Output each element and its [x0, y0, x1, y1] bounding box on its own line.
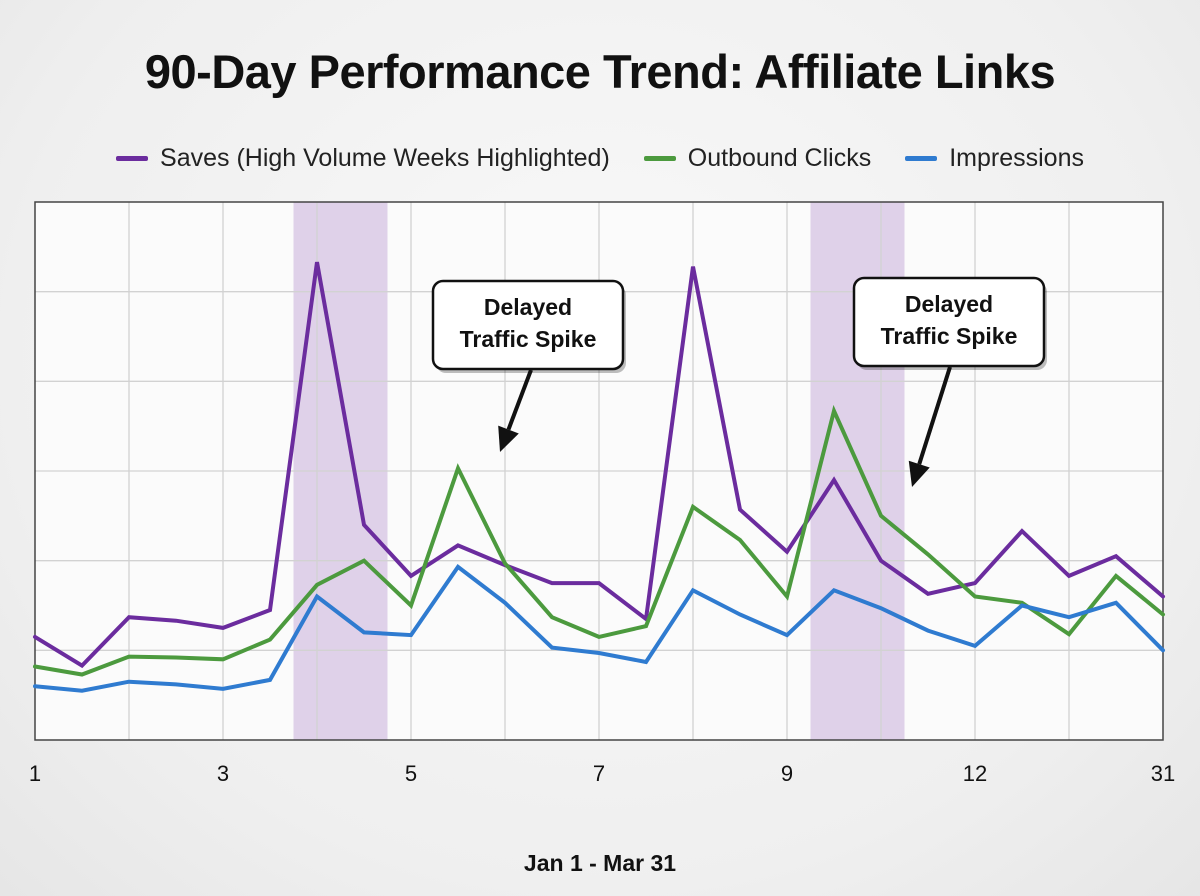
series-line-saves	[33, 261, 1165, 669]
annotation-box	[852, 276, 1046, 368]
legend-swatch-impressions	[905, 156, 938, 161]
x-tick-label: 12	[963, 761, 987, 786]
legend-label-outbound-clicks: Outbound Clicks	[687, 144, 872, 172]
annotation-box	[431, 279, 625, 371]
annotation-arrow-head	[908, 460, 930, 487]
x-tick-label: 7	[593, 761, 605, 786]
annotation-text: Traffic Spike	[881, 323, 1018, 349]
legend-label-impressions: Impressions	[949, 144, 1084, 172]
legend-swatch-saves	[116, 156, 149, 161]
x-axis-label: Jan 1 - Mar 31	[523, 850, 677, 876]
series-line-outbound	[33, 404, 1165, 677]
annotation-text: Delayed	[484, 294, 572, 320]
annotation-arrow-shaft	[506, 369, 533, 431]
legend-item-saves: Saves (High Volume Weeks Highlighted)	[116, 144, 610, 173]
x-tick-label: 5	[405, 761, 417, 786]
plot-border	[34, 201, 1164, 741]
legend-swatch-outbound-clicks	[643, 156, 676, 161]
legend-label-saves: Saves (High Volume Weeks Highlighted)	[160, 144, 610, 172]
x-tick-label: 1	[29, 761, 41, 786]
annotation-text: Traffic Spike	[460, 326, 597, 352]
legend-item-impressions: Impressions	[905, 144, 1084, 173]
x-tick-label: 9	[781, 761, 793, 786]
x-tick-label: 3	[217, 761, 229, 786]
chart-title: 90-Day Performance Trend: Affiliate Link…	[144, 45, 1056, 98]
x-tick-label: 31	[1151, 761, 1175, 786]
legend: Saves (High Volume Weeks Highlighted) Ou…	[0, 144, 1200, 173]
legend-item-outbound-clicks: Outbound Clicks	[643, 144, 872, 173]
annotation-arrow-head	[498, 425, 519, 452]
annotation-text: Delayed	[905, 291, 993, 317]
series-line-impressions	[33, 564, 1165, 693]
annotation-arrow-shaft	[917, 366, 952, 465]
